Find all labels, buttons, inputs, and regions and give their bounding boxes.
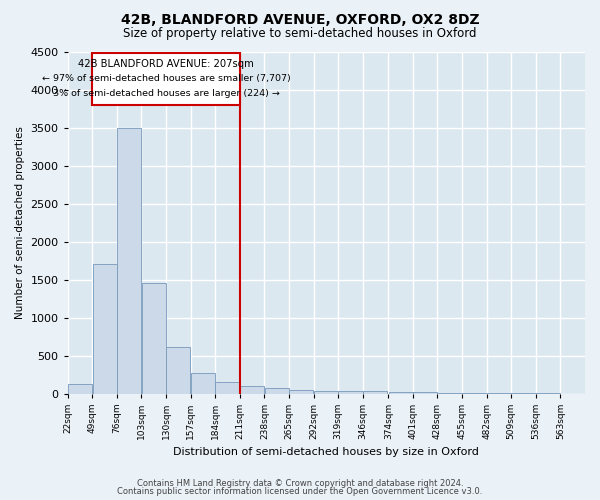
Bar bbox=[511, 393, 536, 394]
Text: Size of property relative to semi-detached houses in Oxford: Size of property relative to semi-detach… bbox=[123, 28, 477, 40]
Text: 42B, BLANDFORD AVENUE, OXFORD, OX2 8DZ: 42B, BLANDFORD AVENUE, OXFORD, OX2 8DZ bbox=[121, 12, 479, 26]
Y-axis label: Number of semi-detached properties: Number of semi-detached properties bbox=[15, 126, 25, 319]
Bar bbox=[487, 393, 511, 394]
Text: 42B BLANDFORD AVENUE: 207sqm: 42B BLANDFORD AVENUE: 207sqm bbox=[78, 60, 254, 70]
Bar bbox=[462, 393, 487, 394]
Bar bbox=[142, 284, 166, 394]
Text: Contains HM Land Registry data © Crown copyright and database right 2024.: Contains HM Land Registry data © Crown c… bbox=[137, 478, 463, 488]
Bar bbox=[338, 391, 362, 394]
Bar bbox=[215, 382, 239, 394]
Text: 3% of semi-detached houses are larger (224) →: 3% of semi-detached houses are larger (2… bbox=[53, 89, 280, 98]
Bar bbox=[389, 392, 413, 394]
Bar bbox=[92, 264, 116, 394]
Bar bbox=[240, 386, 264, 394]
Bar bbox=[265, 388, 289, 394]
Bar bbox=[191, 373, 215, 394]
Text: Contains public sector information licensed under the Open Government Licence v3: Contains public sector information licen… bbox=[118, 487, 482, 496]
Bar bbox=[117, 128, 141, 394]
Text: ← 97% of semi-detached houses are smaller (7,707): ← 97% of semi-detached houses are smalle… bbox=[41, 74, 290, 84]
Bar bbox=[413, 392, 437, 394]
Bar bbox=[437, 392, 462, 394]
X-axis label: Distribution of semi-detached houses by size in Oxford: Distribution of semi-detached houses by … bbox=[173, 448, 479, 458]
Bar bbox=[363, 392, 387, 394]
Bar bbox=[68, 384, 92, 394]
Bar bbox=[166, 346, 190, 394]
Bar bbox=[314, 390, 338, 394]
FancyBboxPatch shape bbox=[92, 53, 240, 104]
Bar bbox=[289, 390, 313, 394]
